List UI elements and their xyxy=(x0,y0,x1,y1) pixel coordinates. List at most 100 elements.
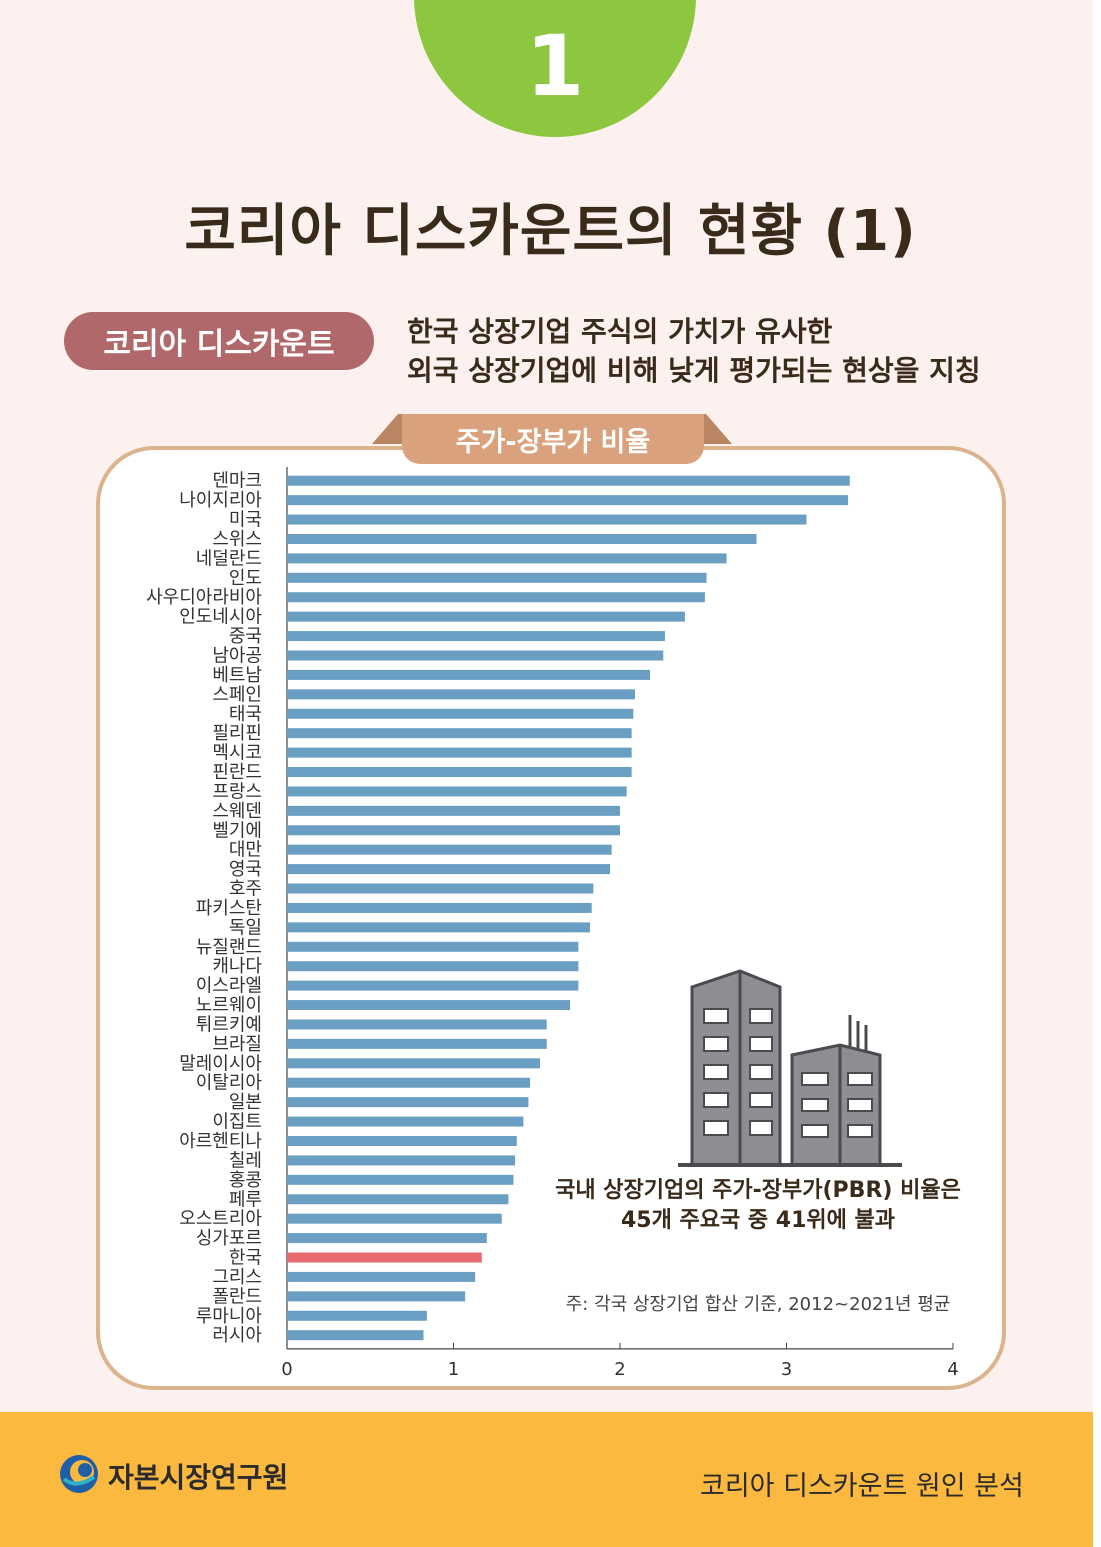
kcmi-logo-icon xyxy=(60,1455,98,1493)
category-label: 한국 xyxy=(229,1248,262,1269)
bar-35 xyxy=(287,1155,516,1166)
category-label: 말레이시아 xyxy=(179,1053,262,1074)
bar-15 xyxy=(287,767,632,778)
bar-33 xyxy=(287,1116,524,1127)
bar-30 xyxy=(287,1058,541,1069)
brand-name: 자본시장연구원 xyxy=(108,1461,289,1494)
keyword-tag: 코리아 디스카운트 xyxy=(64,312,374,370)
callout-text: 국내 상장기업의 주가-장부가(PBR) 비율은 45개 주요국 중 41위에 … xyxy=(548,1176,968,1236)
bar-38 xyxy=(287,1213,502,1224)
x-tick-label: 3 xyxy=(781,1359,792,1380)
section-number: 1 xyxy=(525,17,585,115)
category-label: 인도네시아 xyxy=(179,607,262,628)
bar-39 xyxy=(287,1233,487,1244)
category-label: 노르웨이 xyxy=(196,995,262,1016)
chart-card xyxy=(96,446,1006,1390)
bar-6 xyxy=(287,592,705,603)
x-tick-label: 2 xyxy=(614,1359,625,1380)
bar-1 xyxy=(287,495,849,506)
callout-line-1: 국내 상장기업의 주가-장부가(PBR) 비율은 xyxy=(555,1178,961,1203)
bar-5 xyxy=(287,572,707,583)
category-label: 오스트리아 xyxy=(179,1209,262,1230)
category-label: 파키스탄 xyxy=(196,898,262,919)
bar-0 xyxy=(287,475,850,486)
category-label: 스페인 xyxy=(212,684,262,705)
category-label: 벨기에 xyxy=(212,820,262,841)
bar-26 xyxy=(287,980,579,991)
category-label: 베트남 xyxy=(212,665,262,686)
category-label: 대만 xyxy=(229,840,262,861)
definition-line-2: 외국 상장기업에 비해 낮게 평가되는 현상을 지칭 xyxy=(407,354,981,387)
bar-21 xyxy=(287,883,594,894)
category-label: 멕시코 xyxy=(212,743,262,764)
chart-note: 주: 각국 상장기업 합산 기준, 2012~2021년 평균 xyxy=(565,1294,951,1315)
category-label: 일본 xyxy=(229,1092,262,1113)
page-title: 코리아 디스카운트의 현황 (1) xyxy=(184,199,917,264)
x-tick-label: 1 xyxy=(448,1359,459,1380)
bar-11 xyxy=(287,689,635,700)
category-label: 폴란드 xyxy=(212,1286,262,1307)
x-tick-label: 4 xyxy=(947,1359,958,1380)
bar-2 xyxy=(287,514,807,525)
category-label: 스웨덴 xyxy=(212,801,262,822)
category-label: 스위스 xyxy=(212,529,262,550)
category-label: 나이지리아 xyxy=(179,490,262,511)
bar-3 xyxy=(287,533,757,544)
bar-4 xyxy=(287,553,727,564)
category-label: 홍콩 xyxy=(229,1170,262,1191)
bar-10 xyxy=(287,669,650,680)
category-label: 페루 xyxy=(229,1189,262,1210)
definition-text: 한국 상장기업 주식의 가치가 유사한 외국 상장기업에 비해 낮게 평가되는 … xyxy=(407,312,1087,390)
category-label: 중국 xyxy=(229,626,262,647)
category-label: 영국 xyxy=(229,859,262,880)
category-label: 루마니아 xyxy=(196,1306,263,1327)
category-label: 튀르키예 xyxy=(196,1014,262,1035)
section-number-badge: 1 xyxy=(414,0,696,137)
definition-line-1: 한국 상장기업 주식의 가치가 유사한 xyxy=(407,315,833,348)
bar-7 xyxy=(287,611,685,622)
category-label: 프랑스 xyxy=(212,781,262,802)
category-label: 그리스 xyxy=(212,1267,262,1288)
category-label: 브라질 xyxy=(212,1034,262,1055)
building-icon xyxy=(678,969,902,1167)
bar-19 xyxy=(287,844,612,855)
bar-27 xyxy=(287,1000,571,1011)
category-label: 호주 xyxy=(229,879,262,900)
category-label: 이집트 xyxy=(212,1112,262,1133)
bar-34 xyxy=(287,1135,517,1146)
category-label: 남아공 xyxy=(212,645,262,666)
bar-8 xyxy=(287,631,665,642)
bar-31 xyxy=(287,1077,531,1088)
bar-43 xyxy=(287,1310,427,1321)
bar-29 xyxy=(287,1038,547,1049)
category-label: 아르헨티나 xyxy=(179,1131,262,1152)
category-label: 필리핀 xyxy=(212,723,262,744)
callout-line-2: 45개 주요국 중 41위에 불과 xyxy=(620,1208,896,1233)
category-label: 덴마크 xyxy=(212,471,262,492)
category-label: 이스라엘 xyxy=(196,976,262,997)
bar-24 xyxy=(287,941,579,952)
bar-18 xyxy=(287,825,620,836)
category-label: 싱가포르 xyxy=(196,1228,262,1249)
bar-41 xyxy=(287,1271,476,1282)
category-label: 러시아 xyxy=(212,1325,262,1346)
category-label: 이탈리아 xyxy=(196,1073,263,1094)
chart-title-tab: 주가-장부가 비율 xyxy=(402,414,704,464)
bar-37 xyxy=(287,1194,509,1205)
bar-44 xyxy=(287,1330,424,1341)
category-label: 인도 xyxy=(229,568,262,589)
bar-36 xyxy=(287,1174,514,1185)
category-label: 네덜란드 xyxy=(196,548,262,569)
footer-bar xyxy=(0,1412,1093,1547)
bar-14 xyxy=(287,747,632,758)
bar-25 xyxy=(287,961,579,972)
series-title: 코리아 디스카운트 원인 분석 xyxy=(700,1471,1024,1502)
category-label: 미국 xyxy=(229,510,262,531)
bar-23 xyxy=(287,922,591,933)
x-tick-label: 0 xyxy=(281,1359,292,1380)
bar-32 xyxy=(287,1097,529,1108)
bar-20 xyxy=(287,864,611,875)
category-label: 캐나다 xyxy=(212,956,262,977)
category-label: 핀란드 xyxy=(212,762,262,783)
